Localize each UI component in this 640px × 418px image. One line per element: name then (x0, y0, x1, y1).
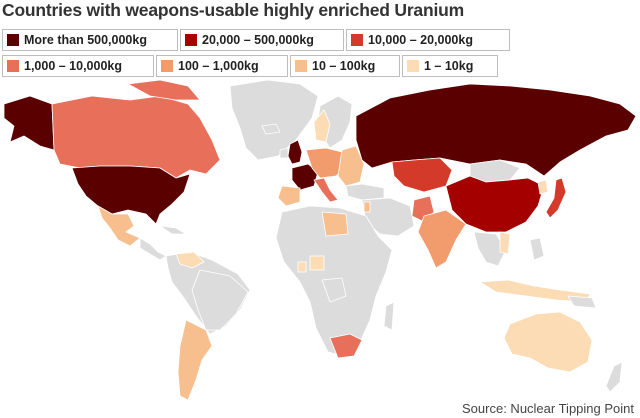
region-eastern-europe (337, 145, 365, 187)
region-france (291, 163, 319, 191)
legend-label: More than 500,000kg (24, 33, 147, 47)
legend-item-20000-500000: 20,000 – 500,000kg (180, 29, 344, 51)
legend-label: 10,000 – 20,000kg (368, 33, 473, 47)
region-iberia (277, 185, 301, 207)
region-argentina-chile (177, 319, 213, 401)
legend-swatch (7, 34, 19, 46)
region-israel (363, 201, 371, 213)
legend-swatch (161, 60, 173, 72)
region-congo (321, 277, 347, 303)
region-libya (321, 211, 349, 237)
region-papua (567, 295, 597, 309)
region-southeast-asia (473, 231, 507, 267)
region-italy (313, 177, 339, 203)
region-turkey (345, 183, 385, 201)
region-ghana (297, 261, 307, 273)
legend-item-1-10: 1 – 10kg (402, 55, 498, 77)
region-ireland (279, 147, 289, 159)
region-north-korea (537, 179, 549, 195)
region-nigeria (309, 255, 325, 271)
region-central-america (139, 237, 167, 261)
legend-item-10000-20000: 10,000 – 20,000kg (346, 29, 510, 51)
legend: More than 500,000kg 20,000 – 500,000kg 1… (2, 29, 512, 81)
region-philippines (529, 237, 545, 261)
region-canada (51, 95, 221, 179)
region-central-asia (391, 157, 453, 193)
source-credit: Source: Nuclear Tipping Point (460, 401, 636, 416)
legend-item-1000-10000: 1,000 – 10,000kg (2, 55, 154, 77)
region-madagascar (383, 301, 395, 331)
legend-swatch (7, 60, 19, 72)
region-greenland (229, 79, 319, 161)
region-caribbean (159, 225, 187, 235)
region-japan (545, 177, 567, 219)
region-iceland (261, 123, 281, 135)
region-arctic-islands (127, 79, 201, 101)
legend-label: 10 – 100kg (312, 59, 376, 73)
legend-swatch (185, 34, 197, 46)
region-new-zealand (605, 361, 623, 393)
legend-item-100-1000: 100 – 1,000kg (156, 55, 288, 77)
legend-swatch (407, 60, 419, 72)
region-uk (287, 139, 303, 165)
legend-label: 20,000 – 500,000kg (202, 33, 314, 47)
legend-swatch (351, 34, 363, 46)
legend-label: 1 – 10kg (424, 59, 474, 73)
region-russia (355, 83, 637, 177)
legend-label: 1,000 – 10,000kg (24, 59, 122, 73)
region-vietnam (499, 231, 511, 255)
legend-item-10-100: 10 – 100kg (290, 55, 400, 77)
region-norway (313, 109, 331, 143)
region-usa (71, 165, 191, 225)
region-south-africa (329, 333, 363, 359)
legend-label: 100 – 1,000kg (178, 59, 259, 73)
region-alaska (3, 95, 55, 151)
legend-swatch (295, 60, 307, 72)
region-brazil (191, 269, 249, 331)
map-title: Countries with weapons-usable highly enr… (2, 0, 464, 20)
region-india (417, 209, 467, 269)
legend-item-over-500000: More than 500,000kg (2, 29, 178, 51)
region-venezuela (175, 251, 205, 269)
region-australia (503, 311, 593, 373)
